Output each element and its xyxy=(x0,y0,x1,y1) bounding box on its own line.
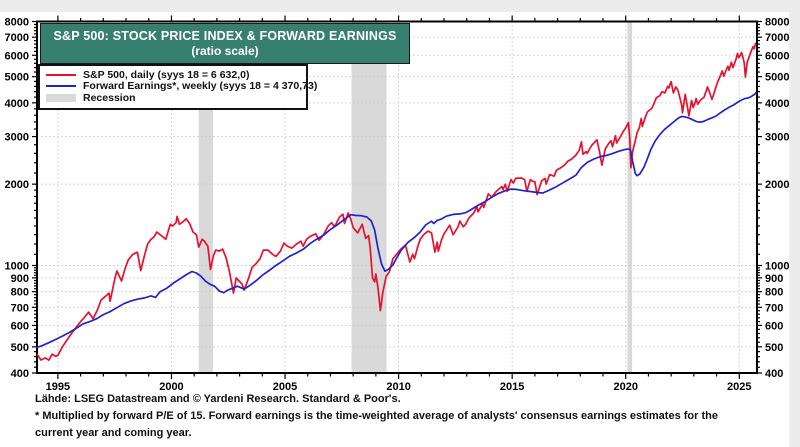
y-axis-label-left: 8000 xyxy=(5,17,29,29)
recession-band xyxy=(627,21,633,373)
y-axis-label-right: 6000 xyxy=(765,50,789,62)
chart-subtitle: (ratio scale) xyxy=(191,44,259,58)
chart-title-box: S&P 500: STOCK PRICE INDEX & FORWARD EAR… xyxy=(40,23,410,64)
legend-label-recession: Recession xyxy=(83,91,136,104)
chart-legend: S&P 500, daily (syys 18 = 6 632,0) Forwa… xyxy=(38,64,317,110)
plot-frame xyxy=(36,20,758,374)
y-axis-label-left: 400 xyxy=(11,368,29,380)
y-axis-label-left: 900 xyxy=(11,273,29,285)
y-axis-label-right: 2000 xyxy=(765,179,789,191)
y-axis-label-left: 800 xyxy=(11,287,29,299)
chart-footer: Lähde: LSEG Datastream and © Yardeni Res… xyxy=(35,393,745,441)
y-axis-label-right: 400 xyxy=(765,368,783,380)
x-axis-label: 2015 xyxy=(500,381,524,393)
y-axis-label-left: 500 xyxy=(11,342,29,354)
y-axis-label-left: 700 xyxy=(11,302,29,314)
y-axis-label-right: 5000 xyxy=(765,72,789,84)
y-axis-label-left: 7000 xyxy=(5,32,29,44)
source-text: Lähde: LSEG Datastream and © Yardeni Res… xyxy=(35,393,401,405)
legend-label-sp500: S&P 500, daily (syys 18 = 6 632,0) xyxy=(83,68,250,81)
x-axis-label: 2010 xyxy=(386,381,410,393)
legend-swatch-sp500-line xyxy=(46,73,76,76)
y-axis-label-left: 6000 xyxy=(5,50,29,62)
chart-title: S&P 500: STOCK PRICE INDEX & FORWARD EAR… xyxy=(53,29,397,43)
x-axis-label: 2005 xyxy=(273,381,297,393)
series-group xyxy=(36,42,757,362)
sp500-line xyxy=(36,42,757,362)
y-axis-label-left: 4000 xyxy=(5,98,29,110)
y-axis-label-right: 500 xyxy=(765,342,783,354)
y-axis-label-right: 600 xyxy=(765,320,783,332)
legend-item-forward-earnings: Forward Earnings*, weekly (syys 18 = 4 3… xyxy=(46,80,317,92)
footnote-text: * Multiplied by forward P/E of 15. Forwa… xyxy=(35,410,718,439)
x-axis-label: 2000 xyxy=(159,381,183,393)
y-axis-label-right: 4000 xyxy=(765,98,789,110)
y-axis-label-left: 600 xyxy=(11,320,29,332)
legend-item-sp500: S&P 500, daily (syys 18 = 6 632,0) xyxy=(46,69,300,81)
legend-label-forward-earnings: Forward Earnings*, weekly (syys 18 = 4 3… xyxy=(83,80,318,93)
legend-item-recession: Recession xyxy=(46,92,300,104)
forward-earnings-line xyxy=(36,91,757,349)
y-axis-label-left: 2000 xyxy=(5,179,29,191)
x-axis-label: 2025 xyxy=(727,381,751,393)
legend-swatch-recession-band xyxy=(46,93,76,102)
chart-panel: 400 400 500 500 600 600 700 700 800 800 900 900 1000… xyxy=(0,12,789,447)
y-axis-label-left: 3000 xyxy=(5,132,29,144)
y-axis-label-right: 3000 xyxy=(765,132,789,144)
y-axis-label-left: 5000 xyxy=(5,72,29,84)
y-axis-label-right: 7000 xyxy=(765,32,789,44)
y-axis-label-right: 900 xyxy=(765,273,783,285)
recession-band xyxy=(351,21,387,373)
y-axis-label-right: 700 xyxy=(765,302,783,314)
y-axis-label-right: 8000 xyxy=(765,17,789,29)
y-axis-label-right: 800 xyxy=(765,287,783,299)
y-axis-label-right: 1000 xyxy=(765,260,789,272)
y-axis-label-left: 1000 xyxy=(5,260,29,272)
x-axis-label: 1995 xyxy=(46,381,70,393)
x-axis-label: 2020 xyxy=(613,381,637,393)
legend-swatch-forward-earnings-line xyxy=(46,85,76,88)
